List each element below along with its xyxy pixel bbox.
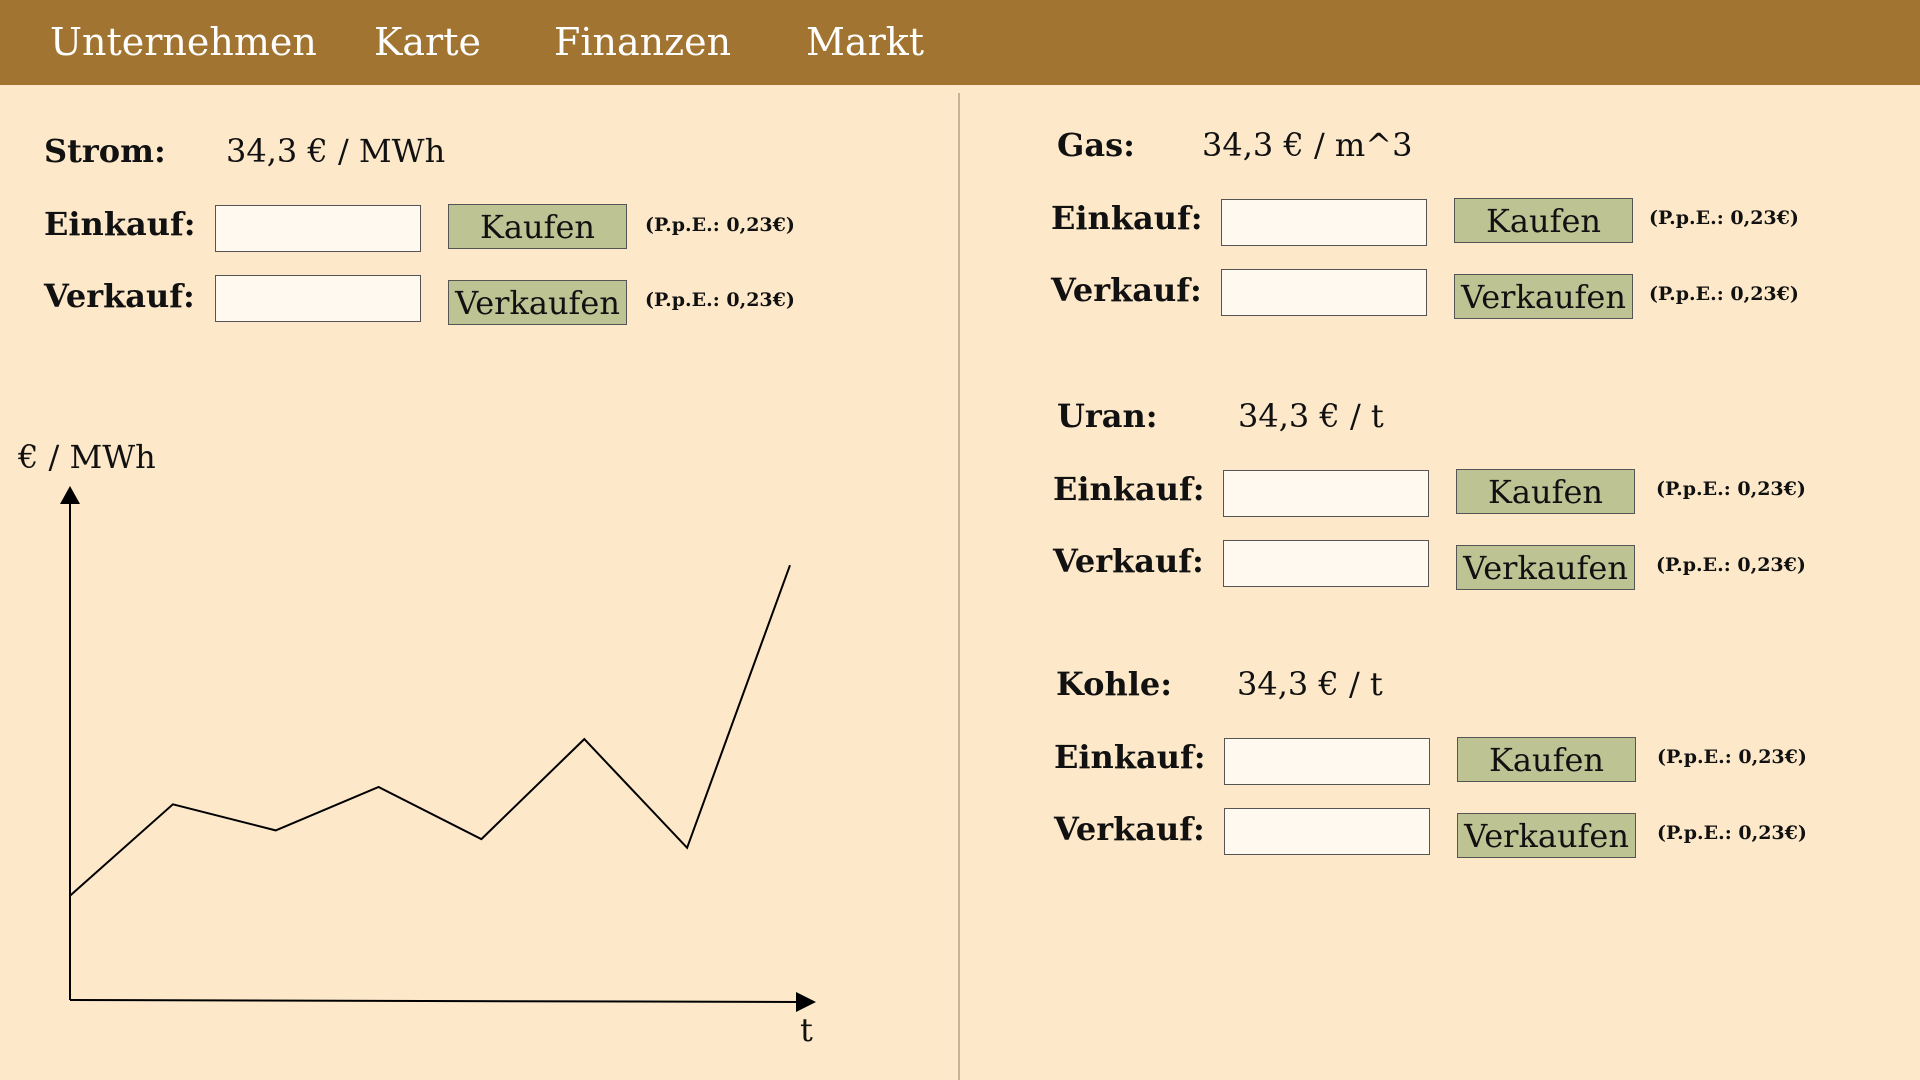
strom-price-chart [60, 486, 816, 1012]
kohle-sell-fee-note: (P.p.E.: 0,23€) [1657, 822, 1807, 844]
strom-buy-fee-note: (P.p.E.: 0,23€) [645, 214, 795, 236]
kohle-sell-label: Verkauf: [1054, 810, 1205, 848]
gas-sell-quantity-input[interactable] [1221, 269, 1427, 316]
strom-commodity-label: Strom: [44, 132, 166, 170]
strom-price: 34,3 € / MWh [226, 132, 446, 170]
gas-buy-fee-note: (P.p.E.: 0,23€) [1649, 207, 1799, 229]
chart-y-axis-arrow [60, 486, 80, 504]
kohle-buy-label: Einkauf: [1054, 738, 1206, 776]
uran-buy-fee-note: (P.p.E.: 0,23€) [1656, 478, 1806, 500]
panel-divider [958, 93, 960, 1080]
chart-x-axis-arrow [796, 992, 816, 1012]
kohle-commodity-label: Kohle: [1056, 665, 1173, 703]
uran-sell-fee-note: (P.p.E.: 0,23€) [1656, 554, 1806, 576]
gas-sell-button[interactable]: Verkaufen [1454, 274, 1633, 319]
uran-buy-button[interactable]: Kaufen [1456, 469, 1635, 514]
gas-buy-label: Einkauf: [1051, 199, 1203, 237]
uran-buy-quantity-input[interactable] [1223, 470, 1429, 517]
chart-x-axis [69, 999, 801, 1003]
strom-buy-button[interactable]: Kaufen [448, 204, 627, 249]
uran-commodity-label: Uran: [1057, 397, 1158, 435]
kohle-price: 34,3 € / t [1237, 665, 1383, 703]
kohle-buy-button[interactable]: Kaufen [1457, 737, 1636, 782]
kohle-sell-button[interactable]: Verkaufen [1457, 813, 1636, 858]
uran-sell-quantity-input[interactable] [1223, 540, 1429, 587]
kohle-sell-quantity-input[interactable] [1224, 808, 1430, 855]
gas-sell-fee-note: (P.p.E.: 0,23€) [1649, 283, 1799, 305]
gas-commodity-label: Gas: [1057, 126, 1135, 164]
strom-sell-fee-note: (P.p.E.: 0,23€) [645, 289, 795, 311]
gas-price: 34,3 € / m^3 [1202, 126, 1413, 164]
top-navigation-bar: Unternehmen Karte Finanzen Markt [0, 0, 1920, 85]
nav-item-unternehmen[interactable]: Unternehmen [50, 20, 317, 64]
uran-sell-button[interactable]: Verkaufen [1456, 545, 1635, 590]
nav-item-karte[interactable]: Karte [374, 20, 481, 64]
nav-item-markt[interactable]: Markt [806, 20, 925, 64]
strom-buy-label: Einkauf: [44, 205, 196, 243]
kohle-buy-quantity-input[interactable] [1224, 738, 1430, 785]
gas-sell-label: Verkauf: [1051, 271, 1202, 309]
strom-buy-quantity-input[interactable] [215, 205, 421, 252]
chart-y-axis-label: € / MWh [18, 438, 156, 476]
strom-sell-quantity-input[interactable] [215, 275, 421, 322]
chart-x-axis-label: t [800, 1011, 813, 1049]
chart-price-line [69, 564, 791, 897]
nav-item-finanzen[interactable]: Finanzen [554, 20, 732, 64]
gas-buy-quantity-input[interactable] [1221, 199, 1427, 246]
kohle-buy-fee-note: (P.p.E.: 0,23€) [1657, 746, 1807, 768]
uran-buy-label: Einkauf: [1053, 470, 1205, 508]
gas-buy-button[interactable]: Kaufen [1454, 198, 1633, 243]
uran-sell-label: Verkauf: [1053, 542, 1204, 580]
strom-sell-button[interactable]: Verkaufen [448, 280, 627, 325]
strom-sell-label: Verkauf: [44, 277, 195, 315]
uran-price: 34,3 € / t [1238, 397, 1384, 435]
